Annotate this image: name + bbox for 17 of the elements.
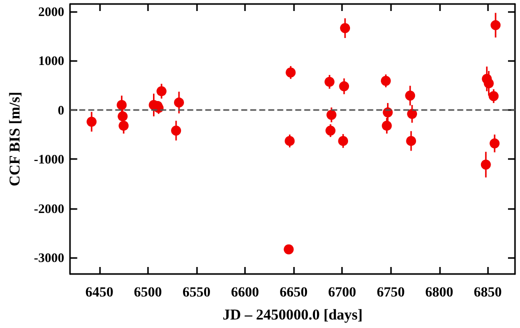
x-tick-label: 6850 xyxy=(474,286,502,300)
x-tick-label: 6750 xyxy=(376,286,405,300)
y-tick-label: -2000 xyxy=(34,200,64,216)
y-tick-label: 0 xyxy=(58,102,64,118)
y-axis-title: CCF BIS [m/s] xyxy=(8,92,24,186)
x-tick-label: 6650 xyxy=(280,286,308,300)
y-tick-label: 2000 xyxy=(38,4,64,19)
x-tick-label: 6600 xyxy=(231,286,260,300)
x-tick-label: 6700 xyxy=(328,286,356,300)
y-tick-label: 1000 xyxy=(38,53,64,68)
x-tick-label: 6550 xyxy=(182,286,210,300)
x-tick-label: 6800 xyxy=(425,286,454,300)
y-tick-label: -3000 xyxy=(34,250,64,266)
y-tick-label: -1000 xyxy=(34,152,64,167)
x-tick-label: 6500 xyxy=(134,286,162,300)
x-tick-label: 6450 xyxy=(85,286,114,300)
x-axis-title: JD – 2450000.0 [days] xyxy=(222,308,363,324)
